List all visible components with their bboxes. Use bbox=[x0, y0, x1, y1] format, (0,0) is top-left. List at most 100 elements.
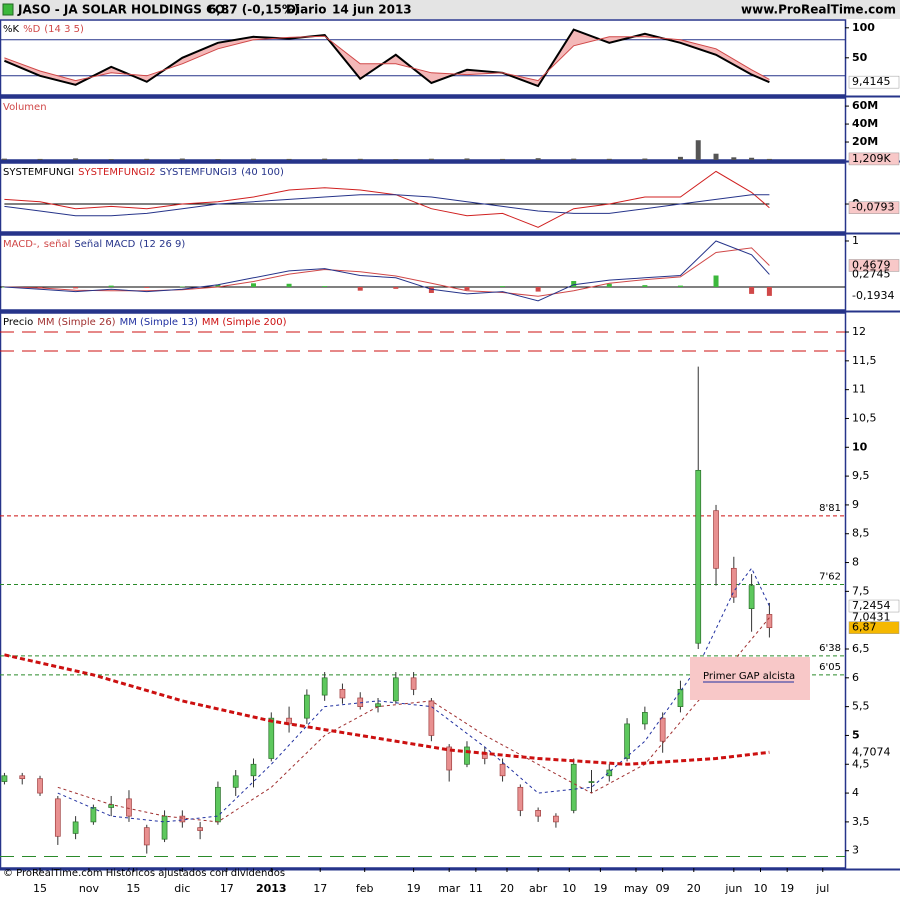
y-tick-label: 5 bbox=[852, 728, 860, 741]
level-label: 8'81 bbox=[819, 503, 841, 514]
legend-params: (40 100) bbox=[241, 167, 284, 178]
bar bbox=[215, 159, 221, 160]
y-tick-label: 10 bbox=[852, 440, 868, 453]
bar bbox=[144, 286, 150, 288]
panel: 60M 40M 20M 1,209K Volumen bbox=[0, 97, 900, 166]
legend-entry: MM (Simple 26) bbox=[37, 317, 115, 328]
panel-frame bbox=[0, 19, 847, 96]
bar bbox=[144, 158, 150, 160]
value-label-box bbox=[848, 201, 900, 214]
bar bbox=[73, 286, 79, 289]
candle-body bbox=[748, 585, 755, 610]
series-line bbox=[4, 28, 770, 88]
series-line bbox=[4, 653, 770, 766]
legend-entry: SYSTEMFUNGI3 bbox=[160, 167, 237, 178]
annotation: Primer GAP alcista bbox=[703, 671, 795, 682]
bar bbox=[215, 284, 221, 287]
candle-body bbox=[250, 763, 257, 777]
candle-body bbox=[535, 810, 541, 817]
bar bbox=[428, 158, 434, 160]
bar bbox=[428, 286, 434, 293]
bar bbox=[606, 158, 612, 160]
candle-body bbox=[517, 786, 524, 811]
legend: %K %D (14 3 5) bbox=[3, 24, 84, 35]
candle-body bbox=[232, 775, 239, 788]
legend-entry: señal bbox=[44, 239, 71, 250]
y-tick-label: 6 bbox=[852, 671, 859, 684]
candle-body bbox=[713, 510, 719, 569]
candle-body bbox=[392, 677, 399, 702]
candle-body bbox=[179, 815, 186, 823]
value-label: -0,0793 bbox=[852, 201, 894, 214]
bar bbox=[731, 157, 737, 160]
value-label-box bbox=[848, 259, 900, 272]
x-tick-label: jul bbox=[815, 882, 829, 895]
legend-params: (12 26 9) bbox=[139, 239, 185, 250]
bar bbox=[286, 158, 292, 160]
value-label-box bbox=[848, 599, 900, 613]
x-tick-label: 10 bbox=[754, 882, 768, 895]
value-label-box bbox=[848, 75, 900, 89]
candle-body bbox=[410, 677, 417, 690]
legend-entry: Precio bbox=[3, 317, 33, 328]
value-label-box bbox=[848, 152, 900, 166]
panels: 100 50 9,4145 %K %D (14 3 5) 60M 40M 20M 1,209K Vo… bbox=[0, 19, 900, 895]
candle-body bbox=[499, 763, 506, 777]
y-tick-label: 100 bbox=[852, 21, 875, 34]
candle-body bbox=[286, 717, 292, 725]
y-tick-label: 3,5 bbox=[852, 815, 870, 828]
y-tick-label: 9,5 bbox=[852, 469, 870, 482]
y-tick-label: 9 bbox=[852, 498, 859, 511]
series-line bbox=[4, 35, 770, 82]
header-bar bbox=[0, 0, 900, 19]
legend-entry: %K bbox=[3, 24, 20, 35]
legend: Precio MM (Simple 26) MM (Simple 13) MM (Si… bbox=[3, 317, 287, 328]
bar bbox=[695, 140, 701, 160]
bar bbox=[749, 157, 755, 160]
x-tick-label: 19 bbox=[780, 882, 794, 895]
legend: SYSTEMFUNGI SYSTEMFUNGI2 SYSTEMFUNGI3 (40 1… bbox=[3, 167, 284, 178]
panel-frame bbox=[0, 234, 847, 311]
candle-body bbox=[19, 775, 26, 780]
candle-body bbox=[37, 778, 43, 794]
bar bbox=[606, 283, 612, 287]
value-label: 9,4145 bbox=[852, 75, 891, 88]
level-label: 6'05 bbox=[819, 662, 841, 673]
bar bbox=[677, 285, 683, 287]
candle-body bbox=[54, 798, 61, 837]
candle-body bbox=[1, 775, 8, 782]
candle-body bbox=[375, 703, 381, 707]
y-tick-label: 11,5 bbox=[852, 354, 877, 367]
y-tick-label: 60M bbox=[852, 99, 878, 112]
bar bbox=[642, 158, 648, 160]
bar bbox=[286, 283, 292, 287]
bar bbox=[179, 158, 185, 160]
bar bbox=[37, 158, 43, 160]
y-tick-label: 8,5 bbox=[852, 527, 870, 540]
x-tick-label: jun bbox=[724, 882, 742, 895]
x-tick-label: 2013 bbox=[256, 882, 287, 895]
candle-body bbox=[321, 677, 328, 696]
candle-body bbox=[72, 821, 79, 834]
legend-entry: MM (Simple 200) bbox=[202, 317, 287, 328]
x-tick-label: dic bbox=[174, 882, 190, 895]
y-tick-label: 40M bbox=[852, 117, 878, 130]
bar bbox=[713, 153, 719, 160]
bar bbox=[393, 286, 399, 289]
value-label: 7,2454 bbox=[852, 599, 891, 612]
x-tick-label: 20 bbox=[500, 882, 514, 895]
candle-body bbox=[268, 717, 275, 759]
bar bbox=[464, 286, 470, 291]
bar bbox=[571, 158, 577, 160]
panel-frame bbox=[0, 97, 847, 161]
bar bbox=[357, 158, 363, 160]
bar bbox=[108, 285, 114, 287]
bar bbox=[749, 286, 755, 294]
date: 14 jun 2013 bbox=[332, 3, 412, 17]
value-label: 0,2745 bbox=[852, 267, 891, 280]
bar bbox=[535, 158, 541, 160]
x-tick-label: 19 bbox=[593, 882, 607, 895]
y-tick-label: 1 bbox=[852, 234, 859, 247]
series-line bbox=[4, 240, 770, 302]
